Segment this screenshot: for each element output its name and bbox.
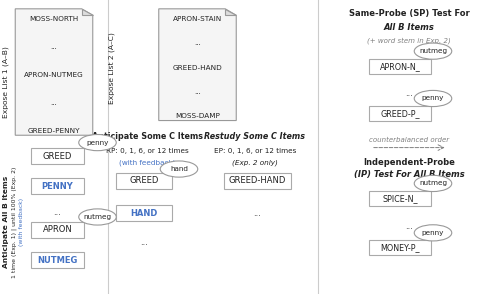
Text: ...: ...	[194, 89, 201, 95]
Text: GREED-P_: GREED-P_	[380, 109, 420, 118]
Polygon shape	[82, 9, 93, 15]
Text: RP: 0, 1, 6, or 12 times: RP: 0, 1, 6, or 12 times	[106, 148, 189, 154]
FancyBboxPatch shape	[116, 205, 172, 221]
FancyBboxPatch shape	[369, 191, 431, 206]
Text: Restudy Some C Items: Restudy Some C Items	[204, 132, 306, 141]
Text: ...: ...	[405, 89, 413, 98]
Text: SPICE-N_: SPICE-N_	[382, 194, 418, 203]
Ellipse shape	[414, 175, 452, 192]
Text: GREED-PENNY: GREED-PENNY	[28, 128, 80, 134]
Text: ...: ...	[254, 209, 262, 218]
Text: penny: penny	[422, 230, 444, 236]
Text: NUTMEG: NUTMEG	[38, 256, 78, 265]
Text: MOSS-NORTH: MOSS-NORTH	[30, 16, 78, 22]
Text: MOSS-DAMP: MOSS-DAMP	[175, 113, 220, 119]
FancyBboxPatch shape	[116, 173, 172, 189]
FancyBboxPatch shape	[369, 59, 431, 74]
FancyBboxPatch shape	[31, 148, 84, 165]
Polygon shape	[15, 9, 93, 135]
FancyBboxPatch shape	[31, 252, 84, 268]
Text: APRON: APRON	[42, 225, 72, 234]
Text: ...: ...	[50, 44, 58, 50]
Text: ...: ...	[140, 238, 148, 247]
FancyBboxPatch shape	[369, 240, 431, 255]
Text: hand: hand	[170, 166, 188, 172]
Polygon shape	[159, 9, 236, 121]
FancyBboxPatch shape	[369, 106, 431, 121]
Text: counterbalanced order: counterbalanced order	[369, 137, 449, 143]
Text: (with feedback): (with feedback)	[120, 160, 176, 166]
Text: ...: ...	[54, 208, 62, 217]
Text: (+ word stem in Exp. 2): (+ word stem in Exp. 2)	[367, 37, 451, 44]
Text: Same-Probe (SP) Test For: Same-Probe (SP) Test For	[348, 9, 470, 18]
Ellipse shape	[414, 43, 452, 59]
Ellipse shape	[79, 135, 116, 151]
Text: (Exp. 2 only): (Exp. 2 only)	[232, 160, 278, 166]
Text: Expose List 1 (A–B): Expose List 1 (A–B)	[2, 46, 10, 118]
Text: GREED-HAND: GREED-HAND	[229, 176, 286, 185]
Text: ...: ...	[405, 223, 413, 231]
Text: PENNY: PENNY	[42, 182, 74, 191]
Text: ...: ...	[50, 100, 58, 106]
Text: EP: 0, 1, 6, or 12 times: EP: 0, 1, 6, or 12 times	[214, 148, 296, 154]
Text: (with feedback): (with feedback)	[19, 198, 24, 246]
Ellipse shape	[79, 209, 116, 225]
Text: 1 time (Exp. 1) | until 100% (Exp. 2): 1 time (Exp. 1) | until 100% (Exp. 2)	[12, 166, 17, 278]
FancyBboxPatch shape	[31, 222, 84, 238]
Text: GREED: GREED	[43, 152, 72, 161]
Text: nutmeg: nutmeg	[419, 48, 447, 54]
FancyBboxPatch shape	[31, 178, 84, 194]
Text: HAND: HAND	[130, 209, 158, 218]
Text: ...: ...	[194, 40, 201, 46]
Text: APRON-N_: APRON-N_	[380, 62, 420, 71]
Text: nutmeg: nutmeg	[419, 181, 447, 186]
Text: penny: penny	[86, 140, 108, 146]
FancyBboxPatch shape	[224, 173, 291, 189]
Text: GREED-HAND: GREED-HAND	[172, 65, 222, 71]
Text: nutmeg: nutmeg	[84, 214, 112, 220]
Text: Anticipate All B Items: Anticipate All B Items	[4, 176, 10, 268]
Text: Anticipate Some C Items: Anticipate Some C Items	[92, 132, 203, 141]
Ellipse shape	[160, 161, 198, 177]
Polygon shape	[225, 9, 236, 15]
Text: penny: penny	[422, 96, 444, 101]
Ellipse shape	[414, 225, 452, 241]
Text: MONEY-P_: MONEY-P_	[380, 243, 420, 252]
Ellipse shape	[414, 90, 452, 106]
Text: Expose List 2 (A–C): Expose List 2 (A–C)	[108, 32, 115, 103]
Text: Independent-Probe: Independent-Probe	[363, 158, 455, 167]
Text: (IP) Test For All B Items: (IP) Test For All B Items	[354, 170, 465, 178]
Text: APRON-STAIN: APRON-STAIN	[173, 16, 222, 22]
Text: All B Items: All B Items	[384, 24, 434, 32]
Text: GREED: GREED	[130, 176, 158, 185]
Text: APRON-NUTMEG: APRON-NUTMEG	[24, 72, 84, 78]
